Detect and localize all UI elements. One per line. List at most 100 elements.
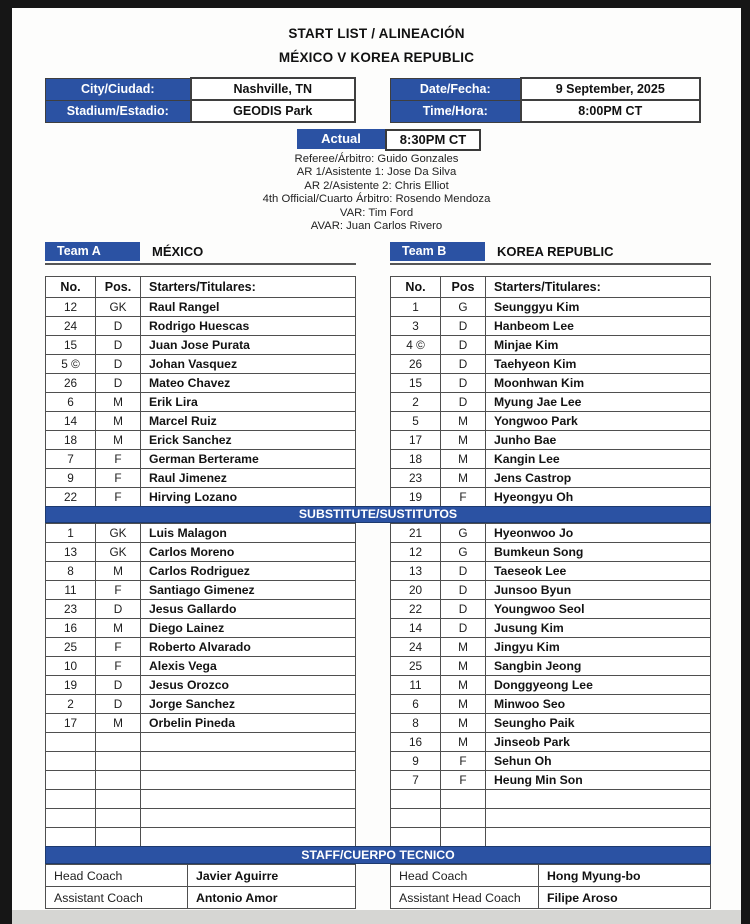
table-row: 23 D Jesus Gallardo — [45, 599, 356, 619]
venue-info-table: City/Ciudad: Nashville, TN Stadium/Estad… — [45, 77, 356, 123]
table-row: 16 M Diego Lainez — [45, 618, 356, 638]
player-position: M — [95, 713, 141, 733]
player-number: 24 — [390, 637, 441, 657]
player-number — [45, 808, 96, 828]
column-header-row: No. Pos Starters/Titulares: — [390, 276, 711, 298]
player-number: 2 — [45, 694, 96, 714]
player-number: 26 — [45, 373, 96, 393]
col-starters: Starters/Titulares: — [485, 276, 711, 298]
player-number: 11 — [45, 580, 96, 600]
player-name: Sehun Oh — [485, 751, 711, 771]
player-number — [45, 789, 96, 809]
player-number: 8 — [45, 561, 96, 581]
player-number: 25 — [390, 656, 441, 676]
player-name: Jinseob Park — [485, 732, 711, 752]
staff-role: Assistant Head Coach — [390, 886, 539, 909]
player-position: M — [440, 694, 486, 714]
document-page: START LIST / ALINEACIÓN MÉXICO V KOREA R… — [12, 8, 741, 910]
team-a-substitutes-table: 1 GK Luis Malagon 13 GK Carlos Moreno 8 … — [45, 523, 356, 847]
staff-name: Javier Aguirre — [187, 864, 356, 887]
player-name: Orbelin Pineda — [140, 713, 356, 733]
table-row: 2 D Myung Jae Lee — [390, 392, 711, 412]
player-name: Hanbeom Lee — [485, 316, 711, 336]
info-value: GEODIS Park — [189, 99, 356, 123]
player-name: Raul Rangel — [140, 297, 356, 317]
player-name: Santiago Gimenez — [140, 580, 356, 600]
player-name: Hyeonwoo Jo — [485, 523, 711, 543]
table-row: 7 F German Berterame — [45, 449, 356, 469]
team-a-tag: Team A — [45, 242, 140, 261]
player-number: 14 — [390, 618, 441, 638]
table-row: 22 F Hirving Lozano — [45, 487, 356, 507]
player-name: Jusung Kim — [485, 618, 711, 638]
player-number: 16 — [45, 618, 96, 638]
player-name: Minwoo Seo — [485, 694, 711, 714]
player-number: 24 — [45, 316, 96, 336]
staff-role: Head Coach — [390, 864, 539, 887]
player-position: D — [95, 316, 141, 336]
player-name: Hirving Lozano — [140, 487, 356, 507]
table-row: 6 M Erik Lira — [45, 392, 356, 412]
info-value: 9 September, 2025 — [519, 77, 701, 101]
player-number: 10 — [45, 656, 96, 676]
player-number — [45, 827, 96, 847]
table-row: 15 D Juan Jose Purata — [45, 335, 356, 355]
player-position: M — [95, 618, 141, 638]
team-b-header: Team B KOREA REPUBLIC — [390, 242, 711, 265]
team-b-starters-table: No. Pos Starters/Titulares: 1 G Seunggyu… — [390, 276, 711, 507]
table-row: 10 F Alexis Vega — [45, 656, 356, 676]
official-line: Referee/Árbitro: Guido Gonzales — [294, 153, 459, 165]
player-number: 20 — [390, 580, 441, 600]
player-position: M — [440, 713, 486, 733]
player-number: 23 — [390, 468, 441, 488]
info-value: 8:00PM CT — [519, 99, 701, 123]
player-name: Juan Jose Purata — [140, 335, 356, 355]
col-pos: Pos. — [95, 276, 141, 298]
table-row — [45, 808, 356, 828]
team-a-name: MÉXICO — [152, 244, 204, 259]
col-no: No. — [45, 276, 96, 298]
player-number: 19 — [390, 487, 441, 507]
table-row — [45, 751, 356, 771]
player-position: M — [440, 449, 486, 469]
team-b-substitutes-table: 21 G Hyeonwoo Jo 12 G Bumkeun Song 13 D … — [390, 523, 711, 847]
player-name: Donggyeong Lee — [485, 675, 711, 695]
table-row: 9 F Sehun Oh — [390, 751, 711, 771]
table-row: 12 G Bumkeun Song — [390, 542, 711, 562]
player-position — [440, 789, 486, 809]
table-row — [45, 827, 356, 847]
player-name — [140, 751, 356, 771]
table-row: 5 M Yongwoo Park — [390, 411, 711, 431]
table-row: 9 F Raul Jimenez — [45, 468, 356, 488]
col-no: No. — [390, 276, 441, 298]
player-name: Junsoo Byun — [485, 580, 711, 600]
player-name: Taehyeon Kim — [485, 354, 711, 374]
player-number — [390, 827, 441, 847]
player-position: M — [95, 411, 141, 431]
official-line: 4th Official/Cuarto Árbitro: Rosendo Men… — [262, 193, 491, 206]
player-name: Kangin Lee — [485, 449, 711, 469]
player-number: 13 — [390, 561, 441, 581]
player-position: GK — [95, 542, 141, 562]
player-number — [45, 770, 96, 790]
player-number: 5 — [390, 411, 441, 431]
table-row: 11 M Donggyeong Lee — [390, 675, 711, 695]
player-name: Jesus Orozco — [140, 675, 356, 695]
player-number: 5 © — [45, 354, 96, 374]
player-name: Bumkeun Song — [485, 542, 711, 562]
player-position: M — [440, 675, 486, 695]
player-number: 18 — [45, 430, 96, 450]
player-name: Mateo Chavez — [140, 373, 356, 393]
player-number: 19 — [45, 675, 96, 695]
table-row: 13 GK Carlos Moreno — [45, 542, 356, 562]
table-row: 14 D Jusung Kim — [390, 618, 711, 638]
team-b-tag: Team B — [390, 242, 485, 261]
player-name: Carlos Moreno — [140, 542, 356, 562]
player-name: Luis Malagon — [140, 523, 356, 543]
info-row: Stadium/Estadio: GEODIS Park — [45, 99, 356, 123]
official-line: AR 1/Asistente 1: Jose Da Silva — [296, 166, 457, 179]
player-name — [140, 732, 356, 752]
player-name: Jorge Sanchez — [140, 694, 356, 714]
player-number: 17 — [45, 713, 96, 733]
